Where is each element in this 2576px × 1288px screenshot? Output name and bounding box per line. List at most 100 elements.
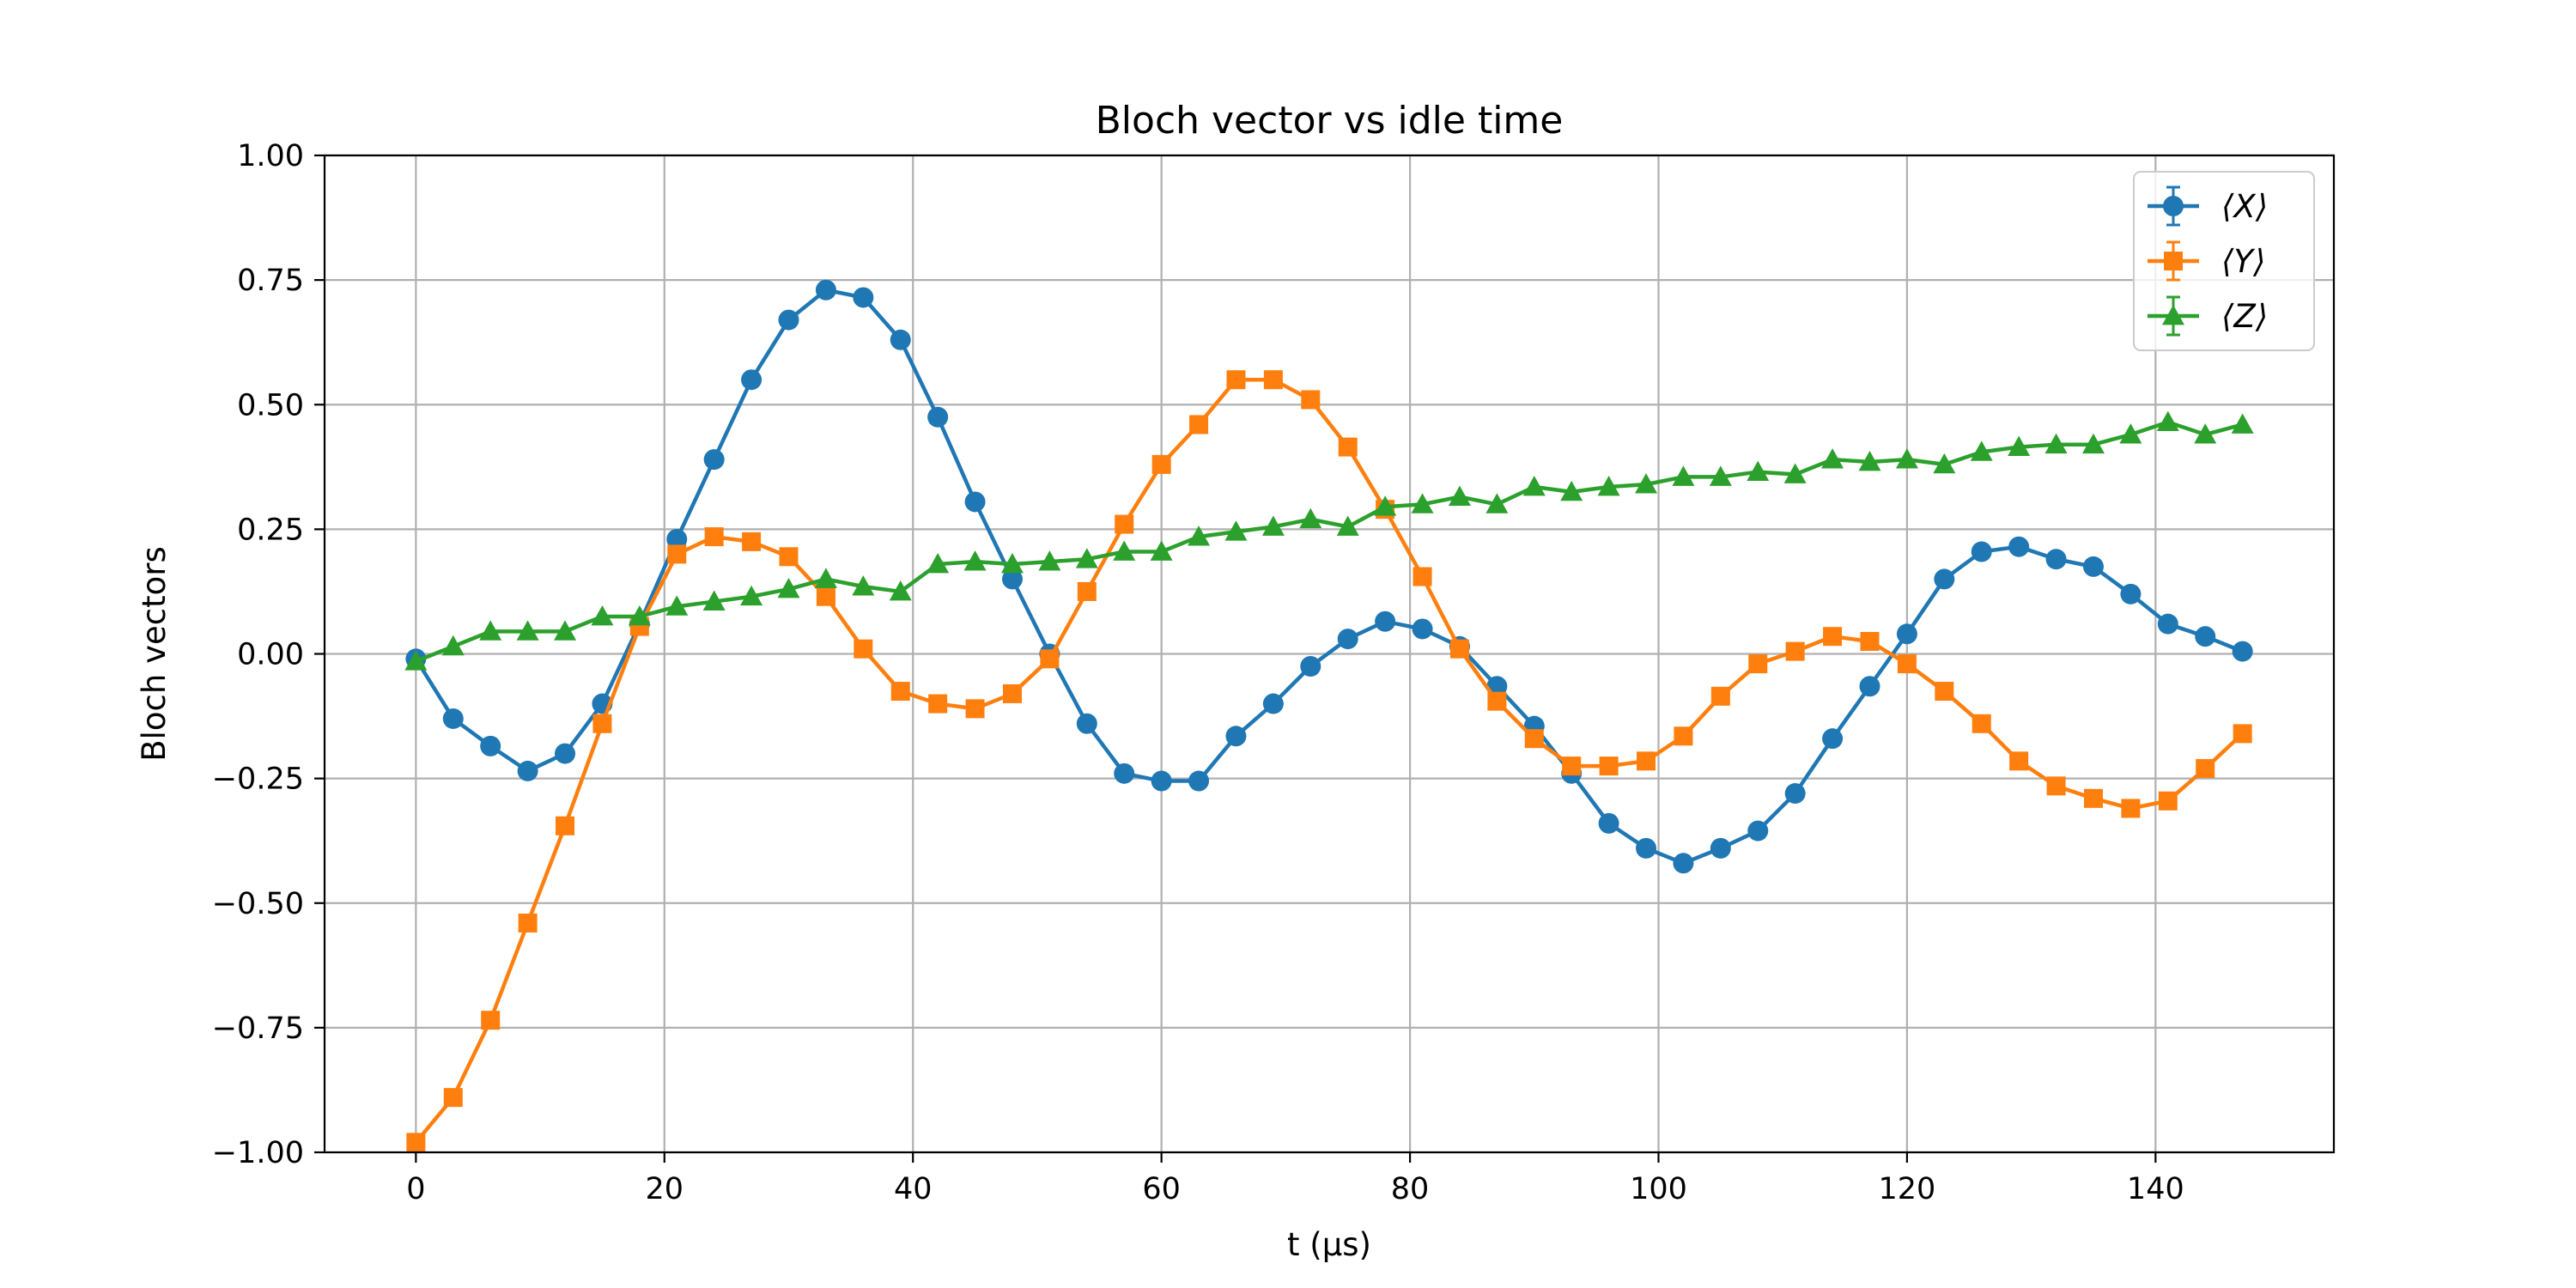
data-point [1934, 568, 1955, 590]
data-point [928, 694, 948, 714]
data-point [1673, 853, 1694, 874]
data-point [1597, 476, 1620, 496]
data-point [666, 528, 688, 550]
data-point [1001, 568, 1023, 590]
chart-title: Bloch vector vs idle time [1096, 99, 1564, 143]
data-point [2156, 410, 2179, 431]
data-point [1560, 480, 1583, 501]
data-point [1858, 451, 1881, 471]
data-point [1412, 618, 1433, 640]
data-point [1524, 729, 1544, 749]
x-tick-label: 100 [1630, 1172, 1687, 1206]
legend-label: ⟨Z⟩ [2221, 298, 2268, 335]
data-point [406, 1133, 426, 1152]
data-point [1151, 770, 1172, 792]
data-point [480, 735, 501, 756]
x-tick-label: 140 [2127, 1172, 2184, 1206]
data-point [1261, 515, 1285, 536]
data-point [1636, 837, 1657, 859]
data-point [1225, 726, 1247, 747]
data-point [1748, 654, 1768, 674]
data-point [1115, 514, 1134, 534]
data-point [1077, 581, 1097, 601]
data-point [777, 578, 800, 598]
data-point [1301, 390, 1321, 410]
legend: ⟨X⟩ ⟨Y⟩ ⟨Z⟩ [2133, 171, 2315, 351]
data-point [1413, 567, 1432, 586]
data-point [1076, 713, 1097, 734]
data-point [481, 1011, 501, 1030]
data-point [740, 585, 763, 606]
data-point [517, 760, 538, 781]
data-point [778, 309, 799, 331]
y-tick-label: 0.50 [237, 388, 304, 422]
data-point [1375, 611, 1396, 632]
x-tick-label: 80 [1391, 1172, 1430, 1206]
data-point [1188, 526, 1211, 546]
legend-marker [2162, 305, 2184, 325]
data-point [854, 639, 873, 659]
data-point [1338, 437, 1358, 457]
data-point [1188, 770, 1210, 792]
data-point [853, 287, 874, 308]
data-point [1336, 515, 1359, 536]
series-2 [404, 410, 2254, 671]
data-point [890, 329, 911, 350]
legend-marker [2164, 252, 2183, 270]
data-point [702, 590, 726, 611]
data-point [1823, 627, 1843, 647]
data-point [2121, 799, 2141, 818]
y-tick-label: −0.50 [212, 887, 304, 921]
data-point [742, 532, 762, 551]
data-point [779, 547, 799, 567]
data-point [1747, 820, 1769, 841]
data-point [2195, 626, 2216, 647]
data-point [1226, 370, 1246, 390]
data-point [2044, 433, 2068, 454]
data-point [1970, 440, 1993, 461]
data-point [1449, 639, 1469, 659]
data-point [442, 708, 464, 729]
data-point [2045, 549, 2067, 570]
data-point [665, 595, 689, 616]
data-point [1598, 812, 1619, 834]
data-point [1114, 762, 1135, 784]
data-point [1860, 631, 1880, 651]
data-point [1075, 548, 1098, 568]
data-point [443, 1088, 463, 1108]
data-point [1709, 465, 1732, 486]
legend-box [2133, 171, 2315, 351]
data-point [1672, 465, 1695, 486]
data-point [1637, 751, 1656, 771]
data-point [815, 279, 836, 301]
data-point [2158, 791, 2178, 811]
data-point [2157, 613, 2178, 635]
data-point [2233, 724, 2252, 744]
data-point [1822, 728, 1844, 750]
data-point [2232, 641, 2253, 662]
data-point [592, 714, 612, 733]
legend-item: ⟨Z⟩ [2148, 295, 2268, 337]
data-point [703, 449, 725, 471]
data-point [404, 650, 428, 671]
data-point [1897, 654, 1917, 674]
data-point [704, 527, 724, 547]
data-point [1189, 415, 1209, 434]
y-tick-label: 0.00 [237, 638, 304, 672]
data-point [2009, 751, 2029, 771]
data-point [2120, 583, 2142, 605]
data-point [1300, 656, 1321, 677]
series-line [414, 288, 2245, 866]
data-point [2046, 776, 2066, 796]
data-point [741, 369, 762, 391]
x-axis-title: t (μs) [1287, 1226, 1371, 1263]
data-point [1113, 540, 1136, 561]
data-point [1710, 837, 1731, 859]
data-point [1151, 454, 1171, 474]
data-point [2008, 536, 2030, 557]
data-point [2194, 423, 2217, 444]
ticks-layer: 0 20 40 60 80 100 120 140 −1.00 −0.75 −0.50 −0.25 0.… [212, 139, 2184, 1206]
series-layer [404, 279, 2254, 1152]
